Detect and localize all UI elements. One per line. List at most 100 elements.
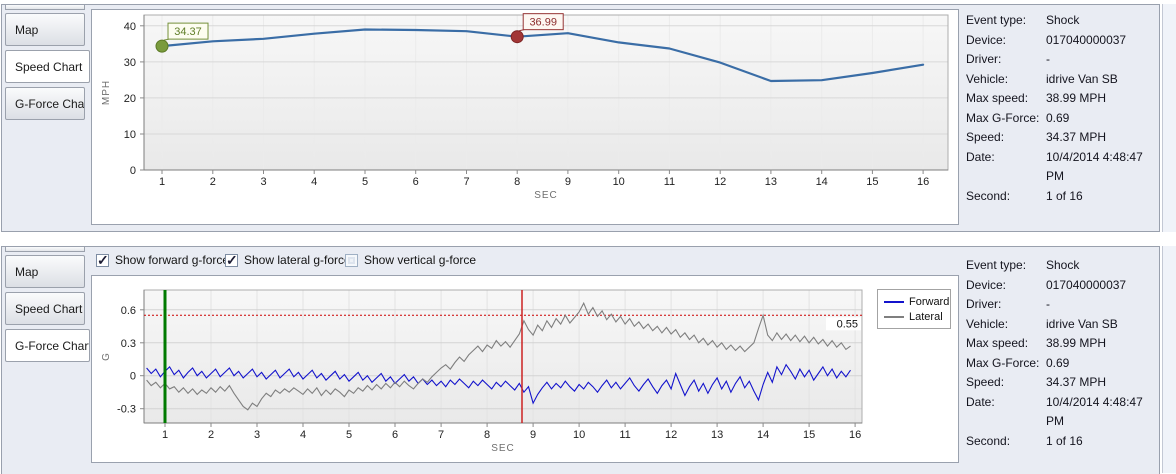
info-row-value: 38.99 MPH — [1046, 91, 1107, 105]
svg-text:10: 10 — [613, 176, 625, 188]
svg-text:5: 5 — [362, 176, 368, 188]
sidebar-item-g-force-chart[interactable]: G-Force Chart — [5, 87, 85, 120]
sidebar-item-speed-chart[interactable]: Speed Chart — [5, 292, 85, 325]
svg-text:12: 12 — [665, 429, 677, 441]
info-row-value: 017040000037 — [1046, 277, 1127, 292]
svg-text:6: 6 — [413, 176, 419, 188]
svg-text:4: 4 — [311, 176, 317, 188]
svg-text:3: 3 — [254, 429, 260, 441]
info-row-value: idrive Van SB — [1046, 316, 1118, 331]
legend-line-icon — [884, 315, 904, 318]
svg-text:G: G — [101, 352, 112, 361]
legend: Forward Lateral — [877, 289, 951, 329]
info-row-value: - — [1046, 297, 1050, 311]
info-row-label: Speed: — [966, 375, 1005, 389]
speed-line — [160, 28, 925, 83]
gforce-chart: 1 2 3 4 5 6 7 8 9 10 11 12 13 14 15 16-0.300.30.6SECG0.… — [101, 289, 863, 454]
legend-item-forward: Forward — [884, 294, 949, 309]
info-row-label: Vehicle: — [966, 316, 1009, 331]
svg-text:7: 7 — [438, 429, 444, 441]
value-callout — [167, 22, 209, 40]
event-info-panel: Event type: Shock Device: 017040000037 Drive… — [966, 11, 1160, 206]
sidebar-item-map[interactable]: Map — [5, 255, 85, 288]
checkbox-unchecked-icon[interactable] — [345, 253, 358, 267]
svg-text:15: 15 — [803, 429, 815, 441]
sidebar-item-speed-chart[interactable]: Speed Chart — [5, 50, 90, 83]
svg-text:4: 4 — [300, 429, 306, 441]
speed-panel: 1 2 3 4 5 6 7 8 9 10 11 12 13 14 15 16 0 10 20 30 40 SEC MPH 34… — [1, 4, 1160, 232]
scrollbar-track[interactable] — [1162, 4, 1176, 232]
info-row: Device: 017040000037 — [966, 276, 1160, 296]
svg-text:16: 16 — [917, 176, 929, 188]
svg-text:14: 14 — [816, 176, 828, 188]
info-row-label: Second: — [966, 188, 1011, 203]
svg-text:SEC: SEC — [534, 190, 558, 201]
info-row: Speed: 34.37 MPH — [966, 373, 1160, 393]
svg-text:11: 11 — [619, 429, 630, 441]
svg-text:10: 10 — [573, 429, 585, 441]
info-row-label: Event type: — [966, 258, 1027, 272]
info-row-label: Max G-Force: — [966, 110, 1040, 125]
show-forward-g-force-checkbox[interactable]: Show forward g-force — [96, 252, 230, 269]
plot-area[interactable] — [144, 15, 948, 170]
legend-item-lateral: Lateral — [884, 309, 944, 324]
svg-text:MPH: MPH — [101, 80, 112, 105]
info-row: Max G-Force: 0.69 — [966, 354, 1160, 374]
info-row-label: Second: — [966, 433, 1011, 448]
svg-text:14: 14 — [757, 429, 769, 441]
info-row: Second: 1 of 16 — [966, 432, 1160, 452]
info-row-value: 34.37 MPH — [1046, 130, 1107, 144]
svg-text:13: 13 — [765, 176, 777, 188]
info-row-value: 34.37 MPH — [1046, 375, 1107, 389]
info-row-label: Driver: — [966, 297, 1002, 311]
info-row: Max speed: 38.99 MPH — [966, 89, 1160, 109]
threshold-value: 0.55 — [837, 318, 858, 330]
info-row-value: 38.99 MPH — [1046, 336, 1107, 350]
svg-text:12: 12 — [714, 176, 726, 188]
svg-text:0: 0 — [130, 165, 136, 177]
svg-text:9: 9 — [565, 176, 571, 188]
svg-text:1: 1 — [162, 429, 168, 441]
sidebar-item-g-force-chart[interactable]: G-Force Chart — [5, 329, 90, 362]
svg-text:6: 6 — [392, 429, 398, 441]
legend-label: Lateral — [909, 310, 943, 323]
plot-area[interactable] — [144, 290, 862, 423]
info-row-label: Max speed: — [966, 336, 1029, 350]
info-row-label: Date: — [966, 394, 995, 409]
show-lateral-g-force-checkbox[interactable]: Show lateral g-force — [225, 252, 351, 269]
info-row-label: Device: — [966, 277, 1007, 292]
show-vertical-g-force-checkbox[interactable]: Show vertical g-force — [345, 252, 476, 268]
svg-text:SEC: SEC — [491, 443, 515, 454]
checkbox-checked-icon[interactable] — [225, 252, 238, 269]
info-row-label: Speed: — [966, 130, 1005, 144]
info-row: Vehicle: idrive Van SB — [966, 70, 1160, 90]
info-row: Driver: - — [966, 50, 1160, 70]
info-row: Second: 1 of 16 — [966, 187, 1160, 207]
info-row: Date: 10/4/2014 4:48:47 PM — [966, 393, 1160, 432]
svg-text:30: 30 — [124, 57, 136, 69]
info-row-value: 10/4/2014 4:48:47 PM — [1046, 394, 1143, 429]
info-row-label: Date: — [966, 149, 995, 164]
data-point-marker[interactable] — [155, 39, 169, 53]
scrollbar-track[interactable] — [1162, 246, 1176, 473]
svg-text:0.6: 0.6 — [121, 305, 136, 317]
svg-text:16: 16 — [849, 429, 861, 441]
svg-text:7: 7 — [463, 176, 469, 188]
data-point-marker[interactable] — [510, 30, 524, 44]
cropped-tab — [5, 247, 85, 252]
svg-text:0.3: 0.3 — [121, 338, 136, 350]
checkbox-label: Show forward g-force — [115, 253, 230, 267]
info-row-value: 10/4/2014 4:48:47 PM — [1046, 149, 1143, 184]
event-info-panel: Event type: Shock Device: 017040000037 Drive… — [966, 256, 1160, 451]
svg-text:-0.3: -0.3 — [117, 404, 136, 416]
svg-text:1: 1 — [159, 176, 165, 188]
info-row: Device: 017040000037 — [966, 31, 1160, 51]
info-row: Speed: 34.37 MPH — [966, 128, 1160, 148]
gforce-panel: 1 2 3 4 5 6 7 8 9 10 11 12 13 14 15 16 -0.3 0 0.3 0.6 SEC G 0.… — [1, 246, 1160, 474]
checkbox-checked-icon[interactable] — [96, 252, 109, 269]
speed-chart-box: 1 2 3 4 5 6 7 8 9 10 11 12 13 14 15 16 0 10 20 30 40 SEC MPH 34… — [91, 9, 959, 225]
sidebar-item-map[interactable]: Map — [5, 13, 85, 46]
speed-chart: 1 2 3 4 5 6 7 8 9 10 11 12 13 14 15 16010203040SECMPH34… — [101, 13, 949, 201]
info-row: Date: 10/4/2014 4:48:47 PM — [966, 148, 1160, 187]
lateral-line — [146, 301, 851, 411]
